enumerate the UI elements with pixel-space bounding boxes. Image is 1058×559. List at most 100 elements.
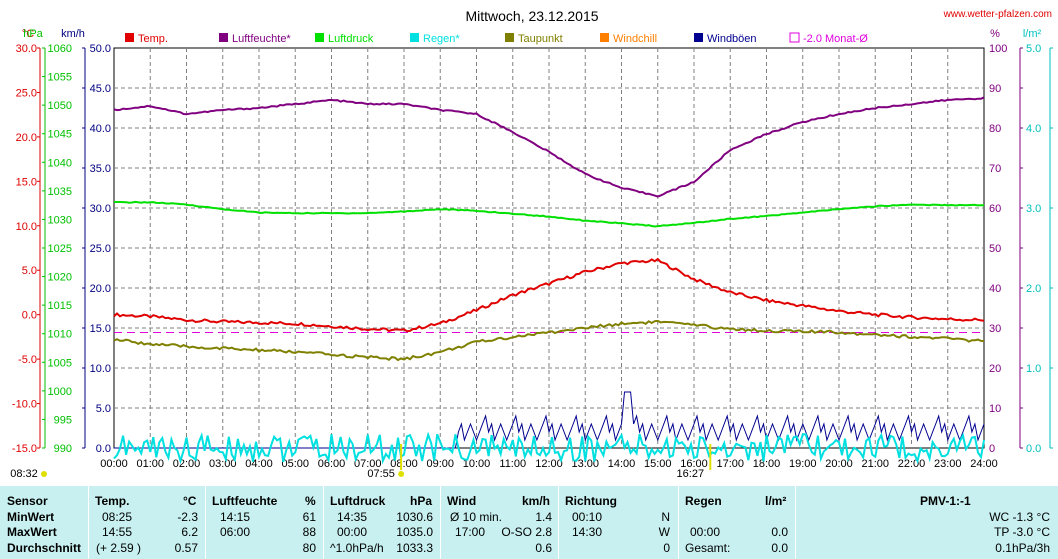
rain-tick-label: 3.0 bbox=[1026, 203, 1041, 215]
direction-time: 14:30 bbox=[572, 525, 603, 539]
wind-tick-label: 20.0 bbox=[90, 283, 111, 295]
temp-time: 14:55 bbox=[102, 525, 133, 539]
legend-label: Taupunkt bbox=[518, 33, 563, 45]
stats-table: Sensor Temp. °C Luftfeuchte % Luftdruck … bbox=[0, 486, 1058, 559]
sunrise-icon bbox=[41, 471, 47, 477]
x-tick-label: 03:00 bbox=[209, 458, 237, 470]
wind-tick-label: 0.0 bbox=[96, 443, 111, 455]
x-tick-label: 01:00 bbox=[136, 458, 164, 470]
wind-value: 1.4 bbox=[535, 510, 552, 524]
x-tick-label: 16:00 bbox=[680, 458, 708, 470]
temp-value: -2.3 bbox=[177, 510, 198, 524]
wind-tick-label: 15.0 bbox=[90, 323, 111, 335]
temp-tick-label: 25.0 bbox=[16, 87, 37, 99]
solar-noon-label: 07:55 bbox=[367, 468, 395, 480]
wind-tick-label: 10.0 bbox=[90, 363, 111, 375]
pressure-unit-label: hPa bbox=[23, 28, 43, 40]
temp-tick-label: 15.0 bbox=[16, 176, 37, 188]
pressure-time: 00:00 bbox=[337, 525, 368, 539]
pressure-value: 1030.6 bbox=[396, 510, 433, 524]
temp-tick-label: 5.0 bbox=[22, 265, 37, 277]
direction-value: 0 bbox=[663, 541, 670, 555]
header-pressure: Luftdruck bbox=[330, 494, 386, 508]
legend-swatch bbox=[694, 33, 703, 42]
legend-swatch bbox=[505, 33, 514, 42]
x-tick-label: 09:00 bbox=[426, 458, 454, 470]
humidity-value: 61 bbox=[302, 510, 316, 524]
x-tick-label: 17:00 bbox=[716, 458, 744, 470]
legend-label: -2.0 Monat-Ø bbox=[803, 33, 868, 45]
legend-swatch bbox=[315, 33, 324, 42]
pressure-tick-label: 1010 bbox=[48, 329, 72, 341]
humidity-tick-label: 40 bbox=[989, 283, 1001, 295]
x-tick-label: 21:00 bbox=[861, 458, 889, 470]
header-temp-unit: °C bbox=[183, 494, 197, 508]
rain-unit-label: l/m² bbox=[1023, 28, 1042, 40]
x-tick-label: 14:00 bbox=[608, 458, 636, 470]
humidity-tick-label: 60 bbox=[989, 203, 1001, 215]
x-tick-label: 11:00 bbox=[499, 458, 526, 470]
x-tick-label: 00:00 bbox=[100, 458, 128, 470]
pmv-value: TP -3.0 °C bbox=[994, 525, 1050, 539]
legend-label: Luftfeuchte* bbox=[232, 33, 291, 45]
series-line-0 bbox=[113, 257, 985, 333]
legend-label: Windchill bbox=[613, 33, 657, 45]
temp-tick-label: 20.0 bbox=[16, 132, 37, 144]
wind-tick-label: 25.0 bbox=[90, 243, 111, 255]
temp-value: 0.57 bbox=[174, 541, 198, 555]
x-tick-label: 08:00 bbox=[390, 458, 418, 470]
humidity-tick-label: 90 bbox=[989, 83, 1001, 95]
grid bbox=[113, 47, 985, 449]
header-rain: Regen bbox=[685, 494, 722, 508]
pressure-tick-label: 1025 bbox=[48, 243, 72, 255]
x-tick-label: 12:00 bbox=[535, 458, 563, 470]
chart-background bbox=[0, 0, 1058, 486]
series-line-4 bbox=[114, 391, 985, 449]
temp-tick-label: -5.0 bbox=[18, 354, 37, 366]
legend-label: Windböen bbox=[707, 33, 757, 45]
pressure-tick-label: 1005 bbox=[48, 357, 72, 369]
rain-tick-label: 1.0 bbox=[1026, 363, 1041, 375]
legend-label: Regen* bbox=[423, 33, 460, 45]
wind-tick-label: 40.0 bbox=[90, 123, 111, 135]
humidity-time: 06:00 bbox=[220, 525, 251, 539]
humidity-unit-label: % bbox=[990, 28, 1000, 40]
humidity-tick-label: 0 bbox=[989, 443, 995, 455]
temp-tick-label: -10.0 bbox=[12, 399, 37, 411]
row-label: Durchschnitt bbox=[7, 541, 82, 555]
axes: 00:00 01:00 02:00 03:00 04:00 05:00 06:00 07:00… bbox=[10, 28, 1053, 480]
header-direction: Richtung bbox=[565, 494, 617, 508]
wind-tick-label: 30.0 bbox=[90, 203, 111, 215]
row-label: MaxWert bbox=[7, 525, 57, 539]
pressure-tick-label: 1000 bbox=[48, 386, 72, 398]
rain-value: 0.0 bbox=[771, 541, 788, 555]
legend-swatch bbox=[789, 32, 800, 43]
x-tick-label: 23:00 bbox=[934, 458, 962, 470]
pressure-tick-label: 995 bbox=[54, 414, 72, 426]
pressure-tick-label: 1035 bbox=[48, 186, 72, 198]
legend-label: Luftdruck bbox=[328, 33, 374, 45]
pressure-tick-label: 1020 bbox=[48, 272, 72, 284]
humidity-tick-label: 10 bbox=[989, 403, 1001, 415]
rain-tick-label: 5.0 bbox=[1026, 43, 1041, 55]
wind-unit-label: km/h bbox=[61, 28, 85, 40]
humidity-tick-label: 80 bbox=[989, 123, 1001, 135]
x-tick-label: 13:00 bbox=[571, 458, 599, 470]
watermark: www.wetter-pfalzen.com bbox=[943, 9, 1052, 20]
rain-tick-label: 0.0 bbox=[1026, 443, 1041, 455]
pressure-time: ^1.0hPa/h bbox=[330, 541, 384, 555]
header-humidity: Luftfeuchte bbox=[212, 494, 278, 508]
rain-tick-label: 4.0 bbox=[1026, 123, 1041, 135]
x-tick-label: 22:00 bbox=[898, 458, 926, 470]
x-tick-label: 10:00 bbox=[463, 458, 491, 470]
legend-swatch bbox=[219, 33, 228, 42]
solar-noon-icon bbox=[398, 471, 405, 477]
temp-tick-label: 0.0 bbox=[22, 310, 37, 322]
header-sensor: Sensor bbox=[7, 494, 48, 508]
series-line-5 bbox=[113, 431, 985, 465]
pressure-tick-label: 1060 bbox=[48, 43, 72, 55]
pressure-tick-label: 990 bbox=[54, 443, 72, 455]
legend-label: Temp. bbox=[138, 33, 168, 45]
x-tick-label: 18:00 bbox=[753, 458, 781, 470]
rain-tick-label: 2.0 bbox=[1026, 283, 1041, 295]
